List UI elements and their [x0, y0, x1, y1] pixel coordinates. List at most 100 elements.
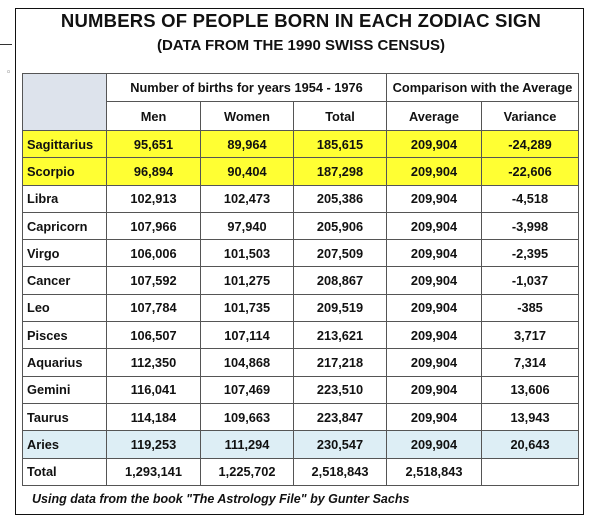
header-variance: Variance: [480, 101, 580, 131]
sign-name-cell: Pisces: [22, 321, 107, 350]
sign-name-cell: Virgo: [22, 239, 107, 268]
men-cell: 107,966: [106, 211, 201, 241]
variance-cell: 7,314: [480, 348, 580, 377]
total-cell: 223,847: [293, 402, 387, 432]
women-cell: 107,469: [200, 375, 294, 404]
table-row: Aquarius 112,350 104,868 217,218 209,904 7,31…: [22, 348, 580, 377]
average-cell: 209,904: [386, 157, 482, 186]
header-column-row: Men Women Total Average Variance: [23, 101, 580, 131]
header-births-group: Number of births for years 1954 - 1976: [106, 73, 387, 102]
edge-mark-line: [0, 44, 12, 45]
men-cell: 96,894: [106, 157, 201, 186]
total-cell: 187,298: [293, 157, 387, 186]
women-cell: 111,294: [200, 430, 294, 459]
total-cell: 205,386: [293, 184, 387, 213]
men-cell: 106,507: [106, 321, 201, 350]
total-cell: 213,621: [293, 321, 387, 350]
average-cell: 209,904: [386, 293, 482, 323]
men-cell: 112,350: [106, 348, 201, 377]
variance-cell: -22,606: [480, 157, 580, 186]
page-title: NUMBERS OF PEOPLE BORN IN EACH ZODIAC SI…: [60, 10, 542, 31]
table-row: Leo 107,784 101,735 209,519 209,904 -385: [22, 293, 580, 323]
sign-name-cell: Aquarius: [22, 348, 107, 377]
men-cell: 107,784: [106, 293, 201, 323]
variance-cell: 20,643: [480, 430, 580, 459]
total-cell: 185,615: [293, 129, 387, 159]
sign-name-cell: Sagittarius: [22, 129, 107, 159]
sign-name-cell: Leo: [22, 293, 107, 323]
average-cell: 209,904: [386, 211, 482, 241]
men-cell: 95,651: [106, 129, 201, 159]
men-cell: 114,184: [106, 402, 201, 432]
header-comparison-group: Comparison with the Average: [385, 73, 580, 102]
table-row: Cancer 107,592 101,275 208,867 209,904 -1,037: [22, 266, 580, 295]
sign-name-cell: Taurus: [22, 402, 107, 432]
header-average: Average: [386, 101, 482, 131]
edge-mark-dot: ◦: [6, 68, 12, 78]
header-group-row: Number of births for years 1954 - 1976 C…: [22, 73, 580, 131]
women-cell: 102,473: [200, 184, 294, 213]
sign-name-cell: Gemini: [22, 375, 107, 404]
totals-row: Total 1,293,141 1,225,702 2,518,843 2,518,84…: [22, 457, 580, 486]
women-cell: 90,404: [200, 157, 294, 186]
table-row: Gemini 116,041 107,469 223,510 209,904 13,606: [22, 375, 580, 404]
variance-cell: 3,717: [480, 321, 580, 350]
sign-name-cell: Aries: [22, 430, 107, 459]
variance-cell: -3,998: [480, 211, 580, 241]
total-cell: 209,519: [293, 293, 387, 323]
table-row: Libra 102,913 102,473 205,386 209,904 -4,518: [22, 184, 580, 213]
total-cell: 230,547: [293, 430, 387, 459]
women-cell: 89,964: [200, 129, 294, 159]
women-cell: 107,114: [200, 321, 294, 350]
women-cell: 109,663: [200, 402, 294, 432]
table-row: Scorpio 96,894 90,404 187,298 209,904 -22,606: [22, 157, 580, 186]
table-row: Aries 119,253 111,294 230,547 209,904 20,643: [22, 430, 580, 459]
sign-name-cell: Libra: [22, 184, 107, 213]
variance-cell: -4,518: [480, 184, 580, 213]
average-cell: 209,904: [386, 239, 482, 268]
average-cell: 209,904: [386, 348, 482, 377]
average-cell: 209,904: [386, 321, 482, 350]
women-cell: 101,735: [200, 293, 294, 323]
header-men: Men: [106, 101, 201, 131]
table-frame: [15, 8, 584, 515]
men-cell: 102,913: [106, 184, 201, 213]
variance-cell: -24,289: [480, 129, 580, 159]
sign-name-cell: Scorpio: [22, 157, 107, 186]
average-cell: 209,904: [386, 430, 482, 459]
women-cell: 101,275: [200, 266, 294, 295]
table-row: Pisces 106,507 107,114 213,621 209,904 3,717: [22, 321, 580, 350]
women-cell: 104,868: [200, 348, 294, 377]
variance-cell: 13,606: [480, 375, 580, 404]
total-cell: 208,867: [293, 266, 387, 295]
table-row: Sagittarius 95,651 89,964 185,615 209,904 -24…: [22, 129, 580, 159]
sign-name-cell: Capricorn: [22, 211, 107, 241]
page-subtitle: (DATA FROM THE 1990 SWISS CENSUS): [156, 37, 446, 54]
totals-men-cell: 1,293,141: [106, 457, 201, 486]
average-cell: 209,904: [386, 184, 482, 213]
variance-cell: 13,943: [480, 402, 580, 432]
totals-average-cell: 2,518,843: [386, 457, 482, 486]
average-cell: 209,904: [386, 402, 482, 432]
totals-women-cell: 1,225,702: [200, 457, 294, 486]
variance-cell: -1,037: [480, 266, 580, 295]
table-row: Taurus 114,184 109,663 223,847 209,904 13,943: [22, 402, 580, 432]
average-cell: 209,904: [386, 375, 482, 404]
zodiac-table: Number of births for years 1954 - 1976 C…: [22, 73, 580, 486]
women-cell: 97,940: [200, 211, 294, 241]
men-cell: 119,253: [106, 430, 201, 459]
totals-variance-empty-cell: [480, 457, 580, 486]
header-women: Women: [200, 101, 294, 131]
sign-name-cell: Cancer: [22, 266, 107, 295]
men-cell: 106,006: [106, 239, 201, 268]
women-cell: 101,503: [200, 239, 294, 268]
men-cell: 116,041: [106, 375, 201, 404]
men-cell: 107,592: [106, 266, 201, 295]
total-cell: 205,906: [293, 211, 387, 241]
source-footnote: Using data from the book "The Astrology …: [32, 492, 410, 506]
total-cell: 207,509: [293, 239, 387, 268]
total-cell: 217,218: [293, 348, 387, 377]
total-cell: 223,510: [293, 375, 387, 404]
table-row: Virgo 106,006 101,503 207,509 209,904 -2,395: [22, 239, 580, 268]
table-row: Capricorn 107,966 97,940 205,906 209,904 -3,9…: [22, 211, 580, 241]
